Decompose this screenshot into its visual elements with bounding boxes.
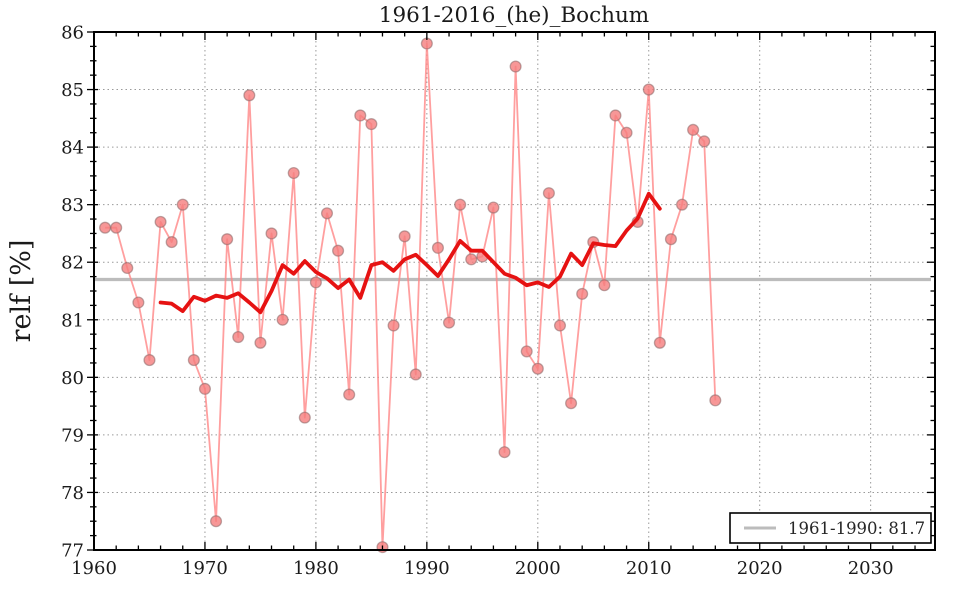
data-point-marker [398,230,411,243]
x-tick-label: 1970 [182,558,228,579]
chart-title: 1961-2016_(he)_Bochum [379,3,649,28]
data-point-marker [154,215,167,228]
data-point-marker [165,236,178,249]
data-point-marker [198,382,211,395]
data-point-marker [565,397,578,410]
axes-frame [93,31,936,551]
data-point-marker [642,83,655,96]
data-point-marker [176,198,189,211]
data-point-marker [709,394,722,407]
y-tick-label: 80 [61,368,84,389]
data-point-marker [576,287,589,300]
data-point-marker [687,123,700,136]
plot-area: 1960 1970 1980 1990 2000 2010 2020 2030 77 78 79 80… [61,23,935,579]
data-point-marker [209,515,223,528]
legend: 1961-1990: 81.7 [729,512,932,544]
annual-series-line [105,42,717,549]
x-tick-label: 2020 [737,558,783,579]
data-point-marker [653,336,666,349]
data-point-marker [454,198,467,211]
data-point-marker [675,198,689,211]
x-tick-label: 1980 [293,558,339,579]
data-point-marker [309,276,322,289]
data-point-marker [232,330,245,344]
data-point-marker [287,166,300,180]
data-point-marker [143,354,156,367]
data-point-marker [332,244,345,257]
data-point-marker [99,221,112,234]
trend-line [158,191,662,315]
y-tick-label: 83 [61,195,84,216]
data-point-marker [442,316,456,329]
x-tick-label: 2000 [515,558,561,579]
data-point-marker [520,345,533,358]
data-point-marker [664,233,677,246]
data-point-marker [553,319,567,332]
y-tick-label: 84 [61,138,84,159]
data-point-marker [409,368,422,381]
data-point-marker [110,221,123,234]
data-point-marker [542,187,555,200]
data-point-marker [531,362,544,375]
data-point-marker [243,89,256,102]
x-tick-label: 1990 [404,558,450,579]
data-point-marker [320,207,334,220]
data-point-marker [387,319,400,332]
data-point-marker [354,109,367,122]
data-point-marker [698,135,711,148]
y-tick-label: 82 [61,253,84,274]
data-point-marker [298,411,311,424]
data-point-marker [121,261,134,275]
y-tick-label: 81 [61,310,84,331]
y-tick-label: 77 [61,541,84,562]
data-point-marker [132,296,145,309]
data-point-marker [498,446,511,459]
y-axis-label: relf [%] [6,240,37,343]
y-tick-label: 78 [61,483,84,504]
y-tick-label: 86 [61,23,84,44]
y-tick-label: 85 [61,80,84,101]
legend-label: 1961-1990: 81.7 [788,519,925,538]
y-tick-label: 79 [61,425,84,446]
x-tick-label: 2030 [848,558,894,579]
data-point-marker [487,201,500,214]
data-point-marker [276,313,289,326]
data-point-marker [598,279,611,292]
data-point-marker [620,126,633,139]
data-point-marker [254,336,267,349]
data-point-marker [265,227,278,240]
data-point-marker [431,241,444,254]
x-tick-label: 2010 [626,558,672,579]
data-point-marker [509,60,522,73]
data-point-marker [465,253,478,266]
data-point-marker [221,233,234,246]
data-point-marker [609,109,622,122]
x-tick-label: 1960 [71,558,117,579]
data-point-marker [343,388,356,401]
data-point-marker [365,118,378,131]
data-point-marker [187,354,200,367]
